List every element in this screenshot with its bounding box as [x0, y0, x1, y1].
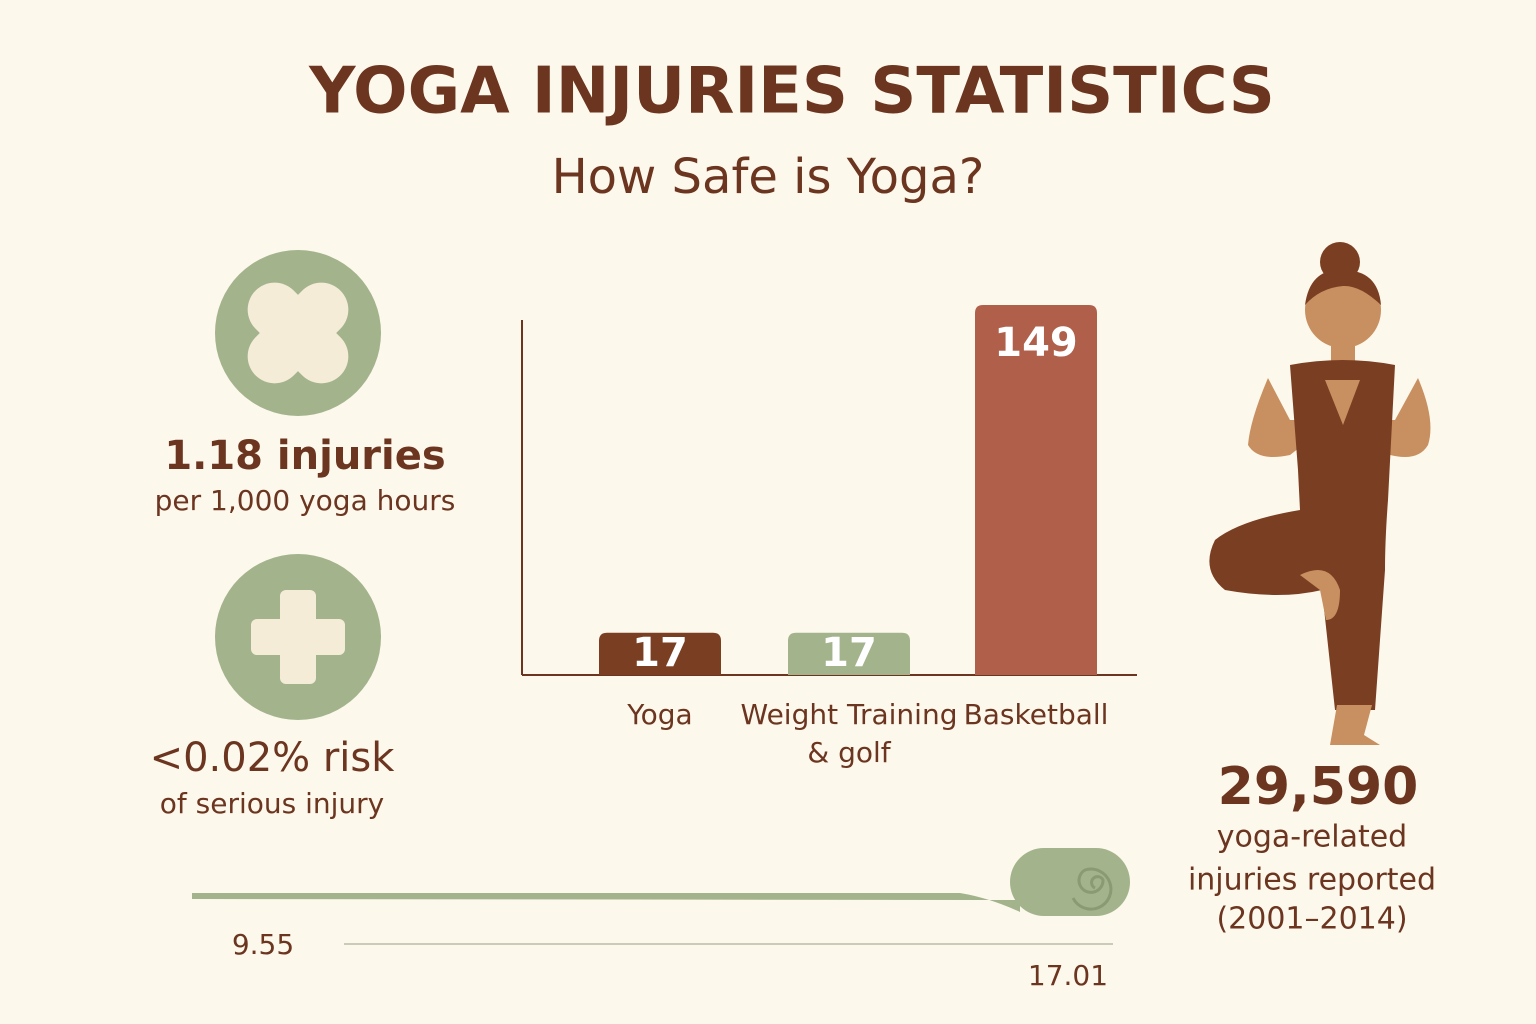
- bars: 17 17 149: [599, 305, 1097, 676]
- value-label: 17: [821, 630, 877, 676]
- x-tick-label: Yoga: [627, 698, 693, 731]
- x-tick-label: Weight Training & golf: [740, 698, 958, 769]
- value-label: 17: [632, 630, 688, 676]
- bar: [788, 632, 910, 675]
- bar: [975, 305, 1097, 675]
- bar: [599, 632, 721, 675]
- scale-label: 9.55: [232, 928, 294, 961]
- title: YOGA INJURIES STATISTICS: [308, 55, 1275, 129]
- plus: [251, 590, 345, 684]
- yoga-figure: [1209, 242, 1431, 745]
- total-detail: injuries reported: [1188, 863, 1436, 898]
- x-tick-label: Basketball: [963, 698, 1109, 731]
- total-headline: 29,590: [1218, 757, 1419, 817]
- total-detail: (2001–2014): [1216, 902, 1407, 937]
- bandage: [247, 282, 349, 384]
- stat-detail: per 1,000 yoga hours: [155, 484, 456, 517]
- yoga-mat: [192, 848, 1130, 916]
- stat-headline: 1.18 injuries: [164, 433, 445, 479]
- subtitle: How Safe is Yoga?: [552, 149, 985, 205]
- stat-detail: of serious injury: [160, 787, 385, 820]
- stat-headline: <0.02% risk: [150, 735, 396, 781]
- value-label: 149: [994, 320, 1078, 366]
- total-detail: yoga-related: [1217, 820, 1407, 855]
- scale-label: 17.01: [1028, 959, 1108, 992]
